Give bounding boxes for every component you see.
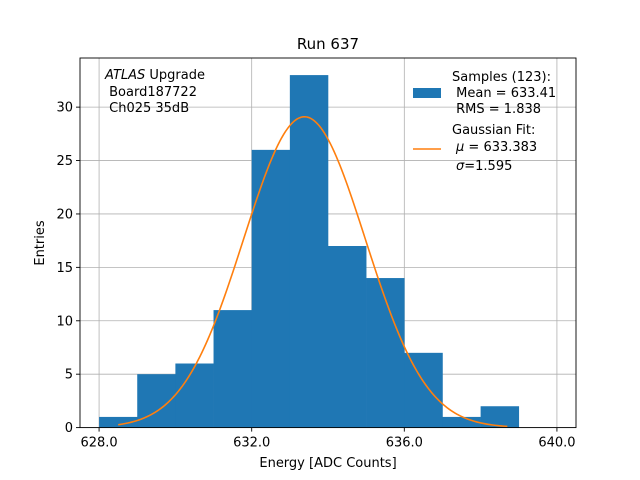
- histogram-bar-2: [175, 363, 214, 428]
- annotation-board: Board187722: [105, 85, 197, 100]
- histogram-bar-0: [99, 416, 138, 428]
- legend-fit-mu: μ = 633.383: [455, 140, 537, 155]
- x-tick-label-0: 628.0: [80, 436, 117, 451]
- histogram-bar-6: [328, 246, 367, 428]
- y-tick-label-5: 25: [56, 154, 73, 169]
- legend-samples-patch: [413, 88, 441, 98]
- annotation-atlas: ATLAS: [104, 68, 145, 83]
- annotation-upgrade: Upgrade: [145, 68, 205, 83]
- legend-samples-mean: Mean = 633.41: [452, 86, 556, 101]
- legend-sigma-value: =1.595: [464, 159, 512, 174]
- plot-frame: [79, 57, 577, 429]
- annotation-line-1: ATLAS Upgrade: [104, 68, 205, 83]
- legend-mu-value: = 633.383: [464, 140, 537, 155]
- histogram-bar-3: [213, 310, 252, 428]
- histogram-bar-9: [442, 416, 481, 428]
- legend-sigma-symbol: σ: [456, 159, 465, 174]
- histogram-bars: [99, 75, 520, 428]
- y-tick-label-0: 0: [65, 421, 73, 436]
- y-axis-title: Entries: [33, 220, 48, 266]
- histogram-bar-8: [404, 352, 443, 428]
- y-axis-ticks: 0 5 10 15 20 25 30: [56, 101, 80, 436]
- legend-mu-symbol: μ: [455, 140, 464, 155]
- gaussian-fit-curve: [118, 115, 508, 428]
- y-tick-label-4: 20: [56, 207, 73, 222]
- histogram-bar-7: [366, 278, 405, 428]
- legend-samples-title: Samples (123):: [452, 70, 551, 85]
- y-tick-label-3: 15: [56, 261, 73, 276]
- x-tick-label-3: 640.0: [538, 436, 575, 451]
- y-tick-label-1: 5: [65, 368, 73, 383]
- x-tick-label-1: 632.0: [233, 436, 270, 451]
- run-annotation: ATLAS Upgrade Board187722 Ch025 35dB: [104, 68, 205, 116]
- legend: Samples (123): Mean = 633.41 RMS = 1.838…: [413, 70, 556, 174]
- x-axis-title: Energy [ADC Counts]: [259, 456, 396, 471]
- histogram-bar-5: [289, 75, 329, 428]
- legend-fit-title: Gaussian Fit:: [452, 123, 535, 138]
- legend-samples-rms: RMS = 1.838: [452, 102, 541, 117]
- y-tick-label-6: 30: [56, 101, 73, 116]
- histogram-bar-10: [480, 406, 520, 428]
- chart-title: Run 637: [297, 35, 359, 53]
- y-tick-label-2: 10: [56, 314, 73, 329]
- annotation-channel: Ch025 35dB: [105, 101, 189, 116]
- legend-fit-sigma: σ=1.595: [456, 159, 512, 174]
- histogram-bar-4: [251, 149, 291, 428]
- x-tick-label-2: 636.0: [386, 436, 423, 451]
- x-axis-ticks: 628.0 632.0 636.0 640.0: [80, 427, 576, 451]
